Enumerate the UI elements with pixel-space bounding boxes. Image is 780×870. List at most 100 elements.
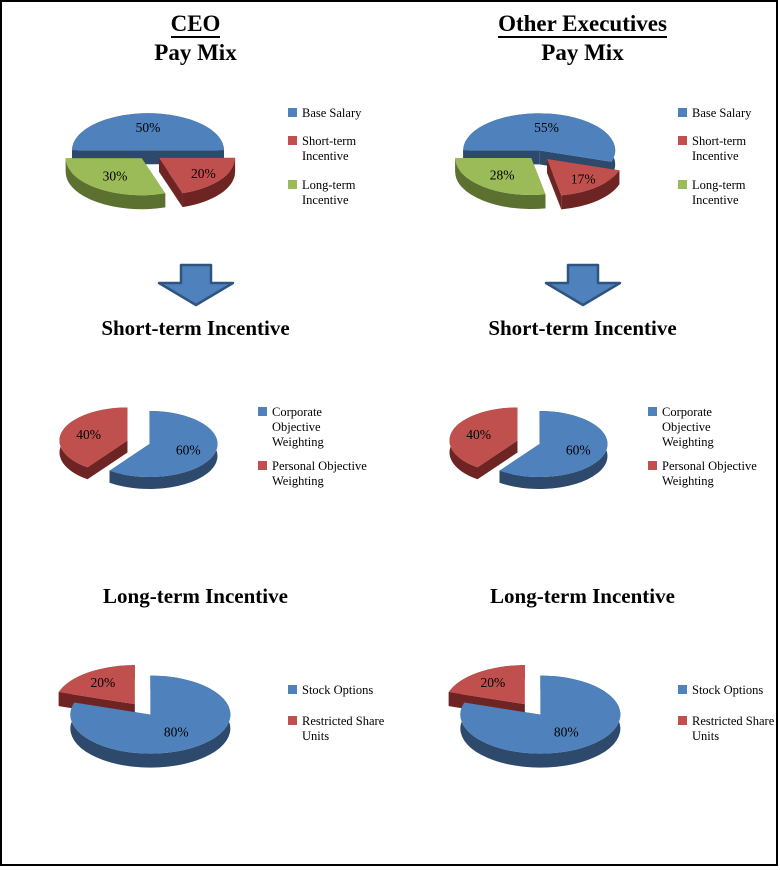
pie-data-label: 55%: [534, 120, 559, 135]
legend-item-short-term-incentive: Short-term Incentive: [288, 134, 392, 164]
short-term-charts-row: 60% 40% Corporate Objective Weighting Pers…: [2, 385, 776, 510]
legend-label: Restricted Share Units: [692, 714, 775, 743]
other-short-term-legend: Corporate Objective Weighting Personal Ob…: [648, 405, 776, 489]
legend-label: Short-term Incentive: [692, 134, 747, 164]
title-ceo-text: CEO: [170, 11, 221, 38]
pie-data-label: 50%: [136, 119, 161, 134]
legend-swatch: [288, 107, 297, 117]
pie-data-label: 40%: [466, 426, 491, 441]
pie-slice-restricted-share-units: [58, 664, 135, 704]
ceo-pay-mix-legend: Base Salary Short-term Incentive Long-term…: [288, 106, 392, 208]
pie-slice-corporate-objective-weighting: [499, 410, 608, 477]
legend-item-long-term-incentive: Long-term Incentive: [288, 178, 392, 208]
pie-chart-ceo-short-term: 60% 40% Corporate Objective Weighting Pers…: [2, 385, 392, 510]
legend-swatch: [678, 685, 687, 695]
legend-swatch: [288, 716, 297, 726]
pie-slice-side: [547, 158, 562, 209]
title-ceo-subtitle: Pay Mix: [154, 39, 237, 65]
title-other-text: Other Executives: [498, 11, 667, 38]
heading-long-term-ceo: Long-term Incentive: [103, 583, 288, 608]
pie-slice-personal-objective-weighting: [59, 407, 128, 467]
legend-label: Personal Objective Weighting: [662, 459, 757, 489]
legend-item-stock-options: Stock Options: [288, 683, 392, 698]
legend-label: Corporate Objective Weighting: [272, 405, 324, 449]
pie-slice-long-term-incentive: [65, 157, 166, 195]
other-pay-mix-pie: 55% 17% 28%: [455, 112, 620, 209]
pie-chart-ceo-pay-mix: 50% 20% 30% Base Salary Short-term Incentiv…: [2, 82, 392, 232]
pie-data-label: 80%: [164, 724, 189, 739]
arrow-cell-ceo: [2, 262, 389, 308]
legend-item-personal-objective-weighting: Personal Objective Weighting: [648, 459, 776, 489]
down-arrow-shape: [157, 263, 234, 306]
ceo-pay-mix-pie: 50% 20% 30%: [65, 112, 236, 209]
legend-item-long-term-incentive: Long-term Incentive: [678, 177, 776, 208]
titles-row: CEO Pay Mix Other Executives Pay Mix: [2, 2, 776, 68]
short-term-headings-row: Short-term Incentive Short-term Incentiv…: [2, 316, 776, 341]
pie-slice-side: [499, 410, 608, 489]
legend-label: Personal Objective Weighting: [272, 459, 367, 489]
pie-chart-other-long-term: 80% 20% Stock Options Restricted Share Uni…: [392, 639, 776, 789]
pie-data-label: 40%: [76, 426, 101, 441]
legend-swatch: [678, 107, 687, 117]
legend-item-base-salary: Base Salary: [288, 106, 392, 121]
legend-swatch: [258, 461, 267, 471]
pie-slice-side: [109, 410, 218, 489]
legend-swatch: [288, 685, 297, 695]
other-short-term-pie: 60% 40%: [449, 407, 608, 489]
heading-short-term-other: Short-term Incentive: [488, 315, 677, 340]
pie-slice-side: [87, 440, 128, 479]
pay-mix-charts-row: 50% 20% 30% Base Salary Short-term Incentiv…: [2, 82, 776, 232]
legend-swatch: [678, 136, 687, 146]
pie-slice-corporate-objective-weighting: [109, 410, 218, 477]
pie-data-label: 80%: [554, 724, 579, 739]
pie-slice-side: [159, 157, 183, 207]
pie-data-label: 20%: [480, 675, 505, 690]
pie-data-label: 60%: [566, 442, 591, 457]
ceo-long-term-legend: Stock Options Restricted Share Units: [288, 683, 392, 743]
pie-slice-side: [477, 440, 518, 479]
legend-label: Long-term Incentive: [302, 177, 356, 207]
pie-data-label: 17%: [571, 171, 596, 186]
legend-item-restricted-share-units: Restricted Share Units: [678, 714, 776, 744]
legend-label: Base Salary: [692, 105, 752, 120]
legend-label: Stock Options: [302, 683, 374, 698]
legend-swatch: [678, 716, 687, 726]
legend-swatch: [288, 136, 297, 146]
pie-slice-base-salary: [463, 112, 616, 162]
pie-slice-stock-options: [70, 675, 231, 754]
heading-long-term-other: Long-term Incentive: [490, 583, 675, 608]
pie-slice-side: [65, 157, 166, 209]
pie-slice-long-term-incentive: [455, 157, 546, 195]
pie-data-label: 60%: [176, 442, 201, 457]
pie-slice-side: [455, 157, 546, 209]
title-ceo: CEO Pay Mix: [2, 10, 389, 68]
ceo-short-term-legend: Corporate Objective Weighting Personal Ob…: [258, 405, 392, 489]
title-other-subtitle: Pay Mix: [541, 39, 624, 65]
title-other-executives: Other Executives Pay Mix: [389, 10, 776, 68]
pie-slice-side: [182, 157, 236, 207]
pie-slice-base-salary: [72, 112, 224, 150]
legend-label: Corporate Objective Weighting: [662, 405, 714, 449]
legend-item-stock-options: Stock Options: [678, 683, 776, 698]
pie-data-label: 20%: [90, 675, 115, 690]
ceo-short-term-pie: 60% 40%: [59, 407, 218, 489]
other-long-term-pie: 80% 20%: [448, 664, 621, 768]
pie-data-label: 28%: [490, 167, 515, 182]
legend-item-personal-objective-weighting: Personal Objective Weighting: [258, 459, 392, 489]
pie-chart-other-short-term: 60% 40% Corporate Objective Weighting Pers…: [392, 385, 776, 510]
pie-slice-side: [561, 169, 620, 209]
legend-label: Long-term Incentive: [692, 177, 746, 207]
legend-swatch: [678, 179, 687, 189]
pie-slice-short-term-incentive: [547, 158, 620, 195]
pie-slice-short-term-incentive: [159, 157, 236, 193]
ceo-long-term-pie: 80% 20%: [58, 664, 231, 768]
long-term-charts-row: 80% 20% Stock Options Restricted Share Uni…: [2, 639, 776, 789]
legend-item-restricted-share-units: Restricted Share Units: [288, 714, 392, 744]
down-arrow-icon: [544, 263, 621, 306]
legend-swatch: [288, 179, 297, 189]
title-other-line1: Other Executives: [389, 10, 776, 39]
legend-label: Short-term Incentive: [302, 134, 357, 164]
arrow-cell-other: [389, 262, 776, 308]
arrows-row: [2, 262, 776, 308]
